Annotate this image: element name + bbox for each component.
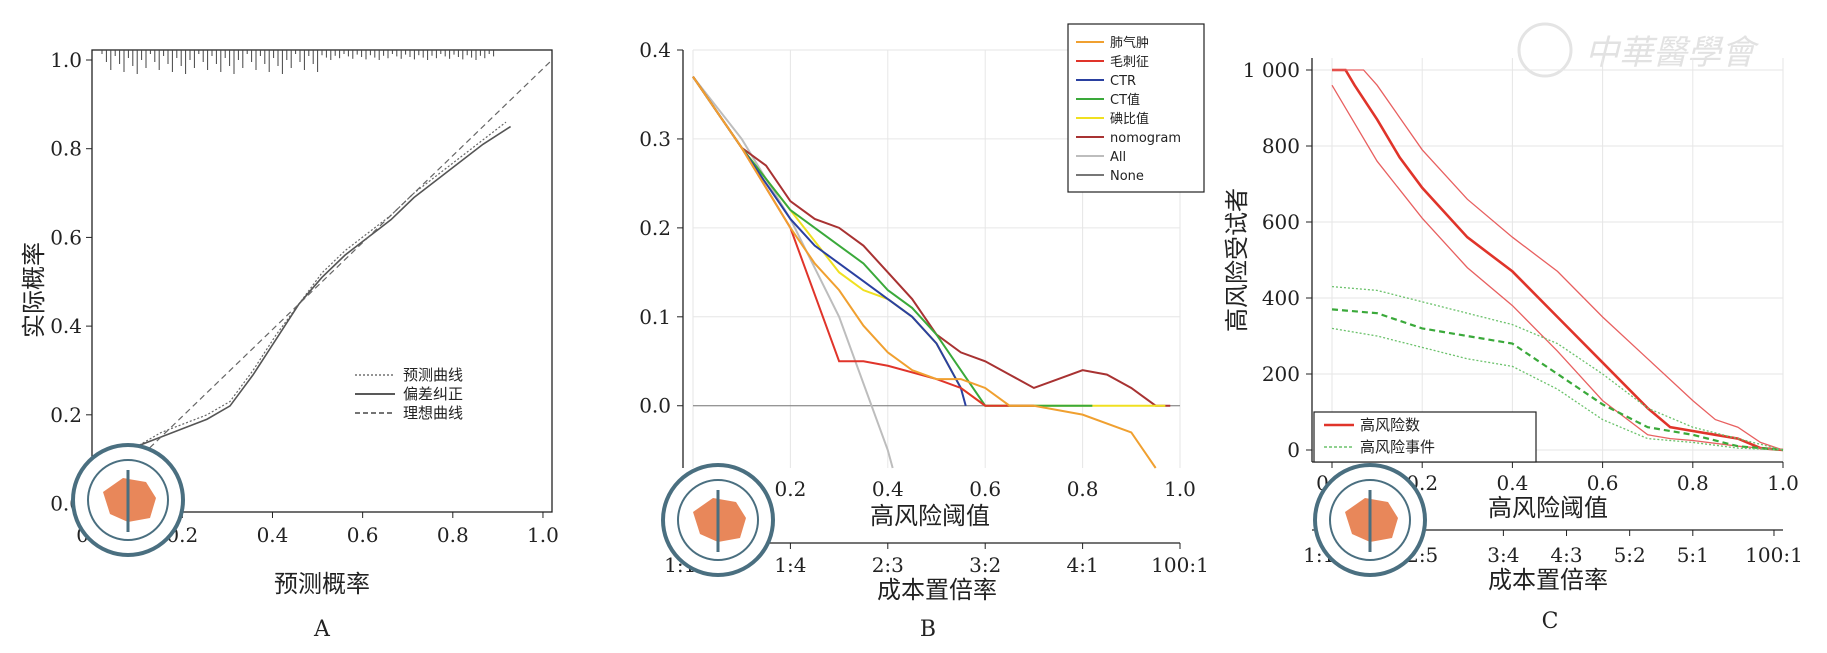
panel-a-xlabel: 预测概率 [274, 570, 370, 598]
seal-logo-a [71, 443, 185, 557]
panel-b-legend-item: None [1110, 169, 1144, 184]
panel-c-series-4 [1331, 285, 1784, 451]
panel-a-legend: 预测曲线 偏差纠正 理想曲线 [355, 366, 463, 422]
panel-c-series-0 [1332, 68, 1784, 452]
panel-b-legend-item: 碘比值 [1110, 111, 1149, 127]
panel-b-legend-item: All [1110, 150, 1126, 165]
legend-c-item-0: 高风险数 [1360, 416, 1420, 434]
panel-b-series-0 [692, 76, 1157, 469]
panel-b-legend-item: 肺气肿 [1110, 35, 1149, 51]
watermark: 中華醫學會 [1517, 22, 1760, 78]
legend-c-item-1: 高风险事件 [1360, 438, 1435, 456]
panel-b-legend-item: CT值 [1110, 92, 1140, 108]
panel-b-ytick-label: 0.1 [639, 305, 671, 329]
panel-a-ytick-label: 0.2 [50, 403, 82, 427]
panel-b-xtick-label: 0.8 [1067, 477, 1099, 501]
panel-b-legend-box [1067, 23, 1205, 193]
panel-c-x2tick-label: 5:1 [1677, 543, 1709, 567]
panel-c-x2tick-label: 3:4 [1487, 543, 1519, 567]
panel-b-ytick-label: 0.3 [639, 127, 671, 151]
panel-c-series-3 [1331, 308, 1784, 452]
panel-b-xtick-label: 0.2 [774, 477, 806, 501]
panel-b-ytick-label: 0.0 [639, 394, 671, 418]
panel-a-ytick-label: 0.4 [50, 314, 82, 338]
panel-c-xtick-label: 0.6 [1587, 471, 1619, 495]
panel-a-ytick-label: 0.6 [50, 225, 82, 249]
panel-a-xtick-label: 0.8 [437, 523, 469, 547]
panel-a-xtick-label: 0.6 [347, 523, 379, 547]
panel-c-ytick-label: 200 [1262, 362, 1300, 386]
panel-b-label: B [920, 617, 936, 642]
panel-a-ytick-label: 1.0 [50, 48, 82, 72]
panel-a-rug [101, 50, 495, 74]
panel-b-x2tick-label: 3:2 [969, 553, 1001, 577]
panel-c-ylabel: 高风险受试者 [1223, 188, 1251, 332]
panel-c-xtick-label: 1.0 [1767, 471, 1799, 495]
panel-c-xlabel2: 成本置倍率 [1488, 566, 1608, 594]
panel-b-x2tick-label: 100:1 [1151, 553, 1209, 577]
panel-b-xtick-label: 0.4 [872, 477, 904, 501]
watermark-text: 中華醫學會 [1585, 33, 1760, 73]
watermark-seal-icon [1517, 22, 1573, 78]
panel-c-ytick-label: 0 [1287, 438, 1300, 462]
panel-c-ytick-label: 800 [1262, 134, 1300, 158]
panel-c-xlabel: 高风险阈值 [1488, 494, 1608, 522]
panel-b: 0.00.10.20.30.40.00.20.40.60.81.01:1001:… [639, 23, 1209, 642]
panel-c-xtick-label: 0.4 [1496, 471, 1528, 495]
panel-a-series-0 [114, 121, 507, 460]
panel-b-xlabel2: 成本置倍率 [877, 576, 997, 604]
panel-c-series-2 [1331, 84, 1784, 451]
panel-c-xtick-label: 0.8 [1677, 471, 1709, 495]
legend-a-item-2: 理想曲线 [403, 404, 463, 422]
panel-c-ytick-label: 400 [1262, 286, 1300, 310]
panel-b-x2tick-label: 1:4 [774, 553, 806, 577]
seal-logo-c [1313, 463, 1427, 577]
legend-a-item-1: 偏差纠正 [403, 385, 463, 403]
panel-b-series-6 [692, 76, 894, 469]
panel-c-x2tick-label: 4:3 [1550, 543, 1582, 567]
panel-a: 预测概率 实际概率 A 0.00.20.40.60.81.00.00.20.40… [20, 48, 559, 642]
panel-b-ytick-label: 0.2 [639, 216, 671, 240]
panel-a-ytick-label: 0.8 [50, 137, 82, 161]
panel-c-series-1 [1332, 69, 1784, 451]
panel-a-xtick-label: 1.0 [527, 523, 559, 547]
panel-c-legend: 高风险数 高风险事件 [1313, 411, 1537, 463]
seal-logo-b [661, 463, 775, 577]
panel-a-label: A [313, 617, 331, 642]
panel-b-legend-item: CTR [1110, 74, 1136, 89]
panel-b-x2tick-label: 4:1 [1067, 553, 1099, 577]
panel-c-ytick-label: 600 [1262, 210, 1300, 234]
panel-c-x2tick-label: 100:1 [1745, 543, 1803, 567]
panel-c-ytick-label: 1 000 [1243, 58, 1300, 82]
panel-b-x2tick-label: 2:3 [872, 553, 904, 577]
panel-c-series-5 [1331, 327, 1784, 451]
panel-b-xtick-label: 1.0 [1164, 477, 1196, 501]
panel-a-series-2 [91, 59, 553, 504]
panel-a-ylabel: 实际概率 [20, 242, 48, 338]
legend-a-item-0: 预测曲线 [403, 366, 463, 384]
panel-b-legend-item: nomogram [1110, 131, 1181, 146]
panel-b-legend-item: 毛刺征 [1110, 55, 1149, 70]
panel-b-series-2 [692, 76, 967, 407]
panel-c-x2tick-label: 5:2 [1614, 543, 1646, 567]
panel-a-xtick-label: 0.4 [257, 523, 289, 547]
panel-b-xtick-label: 0.6 [969, 477, 1001, 501]
panel-b-xlabel: 高风险阈值 [870, 502, 990, 530]
panel-c-label: C [1542, 609, 1559, 634]
panel-b-ytick-label: 0.4 [639, 38, 671, 62]
panel-b-series-1 [692, 76, 1034, 407]
